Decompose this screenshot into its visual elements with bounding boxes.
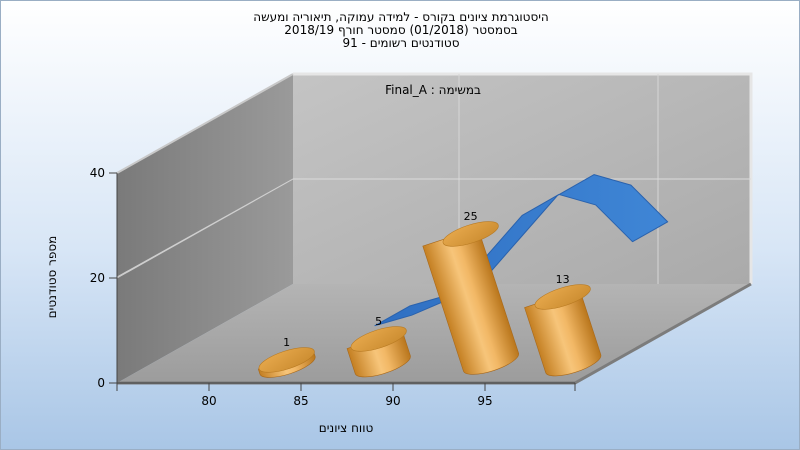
- distribution-ribbon: [374, 174, 669, 327]
- bar-85: 5: [346, 315, 411, 378]
- bar-95: 13: [524, 273, 602, 377]
- chart-title-line-1: היסטוגרמת ציונים בקורס - למידה עמוקה, תי…: [253, 10, 549, 24]
- chart-marks: 1 5 25 13: [257, 174, 669, 378]
- bar-90: 25: [422, 210, 519, 375]
- bar-top-80: [258, 347, 315, 373]
- y-tick-label-0: 0: [97, 376, 105, 390]
- x-tick-label-2: 90: [385, 394, 400, 408]
- bar-80: 1: [257, 336, 316, 378]
- bar-value-label-85: 5: [375, 315, 382, 328]
- left-wall-edge: [116, 73, 294, 174]
- chart-title-line-3: סטודנטים רשומים - 91: [342, 36, 460, 50]
- bar-body-90: [422, 227, 519, 375]
- gridlines: [116, 74, 751, 284]
- y-tick-label-1: 20: [90, 271, 105, 285]
- x-tick-label-0: 80: [201, 394, 216, 408]
- y-axis-label: מספר סטודנטים: [45, 236, 59, 319]
- chart-title: היסטוגרמת ציונים בקורס - למידה עמוקה, תי…: [1, 10, 799, 50]
- x-tick-label-1: 85: [293, 394, 308, 408]
- back-wall-edge: [293, 72, 753, 284]
- bar-value-label-95: 13: [556, 273, 570, 286]
- y-tick-label-2: 40: [90, 166, 105, 180]
- bar-value-label-90: 25: [464, 210, 478, 223]
- bar-top-95: [534, 284, 591, 310]
- task-annotation: במשימה : Final_A: [385, 83, 481, 97]
- bar-top-90: [442, 221, 499, 247]
- axes: 0 20 40 80 85 90 95: [90, 166, 576, 408]
- gridline-left-mid: [116, 178, 294, 278]
- chart-title-line-2: בסמסטר (01/2018) סמסטר חורף 2018/19: [284, 23, 518, 37]
- x-axis-label: טווח ציונים: [319, 421, 374, 435]
- bar-body-95: [524, 289, 602, 377]
- bar-top-85: [350, 326, 407, 352]
- x-tick-label-3: 95: [477, 394, 492, 408]
- bar-value-label-80: 1: [283, 336, 290, 349]
